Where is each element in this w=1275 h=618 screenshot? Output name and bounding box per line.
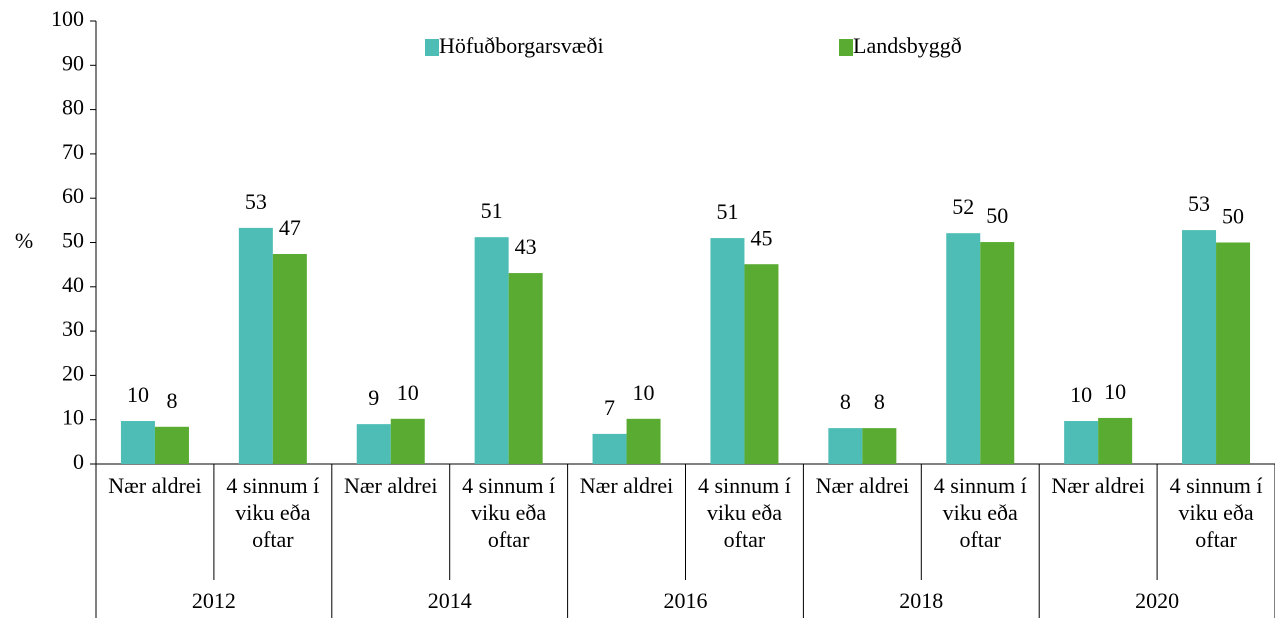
legend-swatch <box>839 39 853 56</box>
group-label: 2020 <box>1135 588 1179 613</box>
bar <box>828 428 863 464</box>
bar <box>1216 242 1251 464</box>
y-tick-label: 20 <box>62 360 84 385</box>
x-tick-label: Nær aldrei <box>108 473 202 498</box>
data-label: 10 <box>1104 379 1126 404</box>
data-label: 8 <box>166 388 177 413</box>
bar <box>356 424 391 464</box>
x-tick-label: Nær aldrei <box>579 473 674 498</box>
bar <box>1064 421 1099 464</box>
data-label: 10 <box>127 382 149 407</box>
bar <box>1182 230 1217 464</box>
y-tick-label: 60 <box>62 183 84 208</box>
data-label: 10 <box>397 380 419 405</box>
x-tick-label: 4 sinnum í viku eða oftar <box>1169 473 1263 552</box>
bar <box>272 254 307 464</box>
data-label: 47 <box>279 215 301 240</box>
data-label: 43 <box>515 234 537 259</box>
bar <box>508 273 543 464</box>
x-tick-label: Nær aldrei <box>815 473 910 498</box>
y-tick-label: 90 <box>62 50 84 75</box>
bar <box>946 233 981 464</box>
data-label: 8 <box>840 389 851 414</box>
group-label: 2012 <box>192 588 236 613</box>
bar <box>744 264 779 464</box>
y-tick-label: 100 <box>51 6 84 31</box>
data-label: 53 <box>245 189 267 214</box>
legend-label: Landsbyggð <box>853 33 962 58</box>
bar <box>710 238 745 464</box>
bar <box>626 418 661 464</box>
data-label: 51 <box>481 198 503 223</box>
bar <box>154 426 189 464</box>
x-tick-label: 4 sinnum í viku eða oftar <box>462 473 556 552</box>
data-label: 50 <box>986 203 1008 228</box>
data-label: 45 <box>750 225 772 250</box>
x-tick-label: 4 sinnum í viku eða oftar <box>933 473 1027 552</box>
x-tick-label: Nær aldrei <box>344 473 438 498</box>
legend-label: Höfuðborgarsvæði <box>439 33 604 58</box>
data-label: 8 <box>874 389 885 414</box>
legend-swatch <box>425 39 439 56</box>
y-tick-label: 50 <box>62 228 84 253</box>
data-label: 51 <box>716 199 738 224</box>
y-tick-label: 0 <box>73 449 84 474</box>
y-tick-label: 10 <box>62 405 84 430</box>
x-tick-label: 4 sinnum í viku eða oftar <box>697 473 791 552</box>
bar <box>862 428 897 464</box>
x-tick-label: 4 sinnum í viku eða oftar <box>226 473 320 552</box>
bar <box>474 237 509 464</box>
group-label: 2014 <box>428 588 472 613</box>
group-label: 2018 <box>899 588 943 613</box>
y-axis-label: % <box>15 228 33 253</box>
data-label: 10 <box>633 380 655 405</box>
data-label: 7 <box>604 395 615 420</box>
bar <box>238 227 273 464</box>
bar <box>120 421 155 464</box>
y-tick-label: 70 <box>62 139 84 164</box>
bar <box>980 242 1015 464</box>
y-tick-label: 30 <box>62 316 84 341</box>
data-label: 10 <box>1070 382 1092 407</box>
y-tick-label: 80 <box>62 95 84 120</box>
data-label: 9 <box>368 385 379 410</box>
data-label: 53 <box>1188 191 1210 216</box>
data-label: 52 <box>952 194 974 219</box>
group-label: 2016 <box>664 588 708 613</box>
bar <box>390 418 425 464</box>
x-tick-label: Nær aldrei <box>1051 473 1145 498</box>
y-tick-label: 40 <box>62 272 84 297</box>
bar <box>1098 417 1133 464</box>
data-label: 50 <box>1222 204 1244 229</box>
bar <box>592 433 627 464</box>
